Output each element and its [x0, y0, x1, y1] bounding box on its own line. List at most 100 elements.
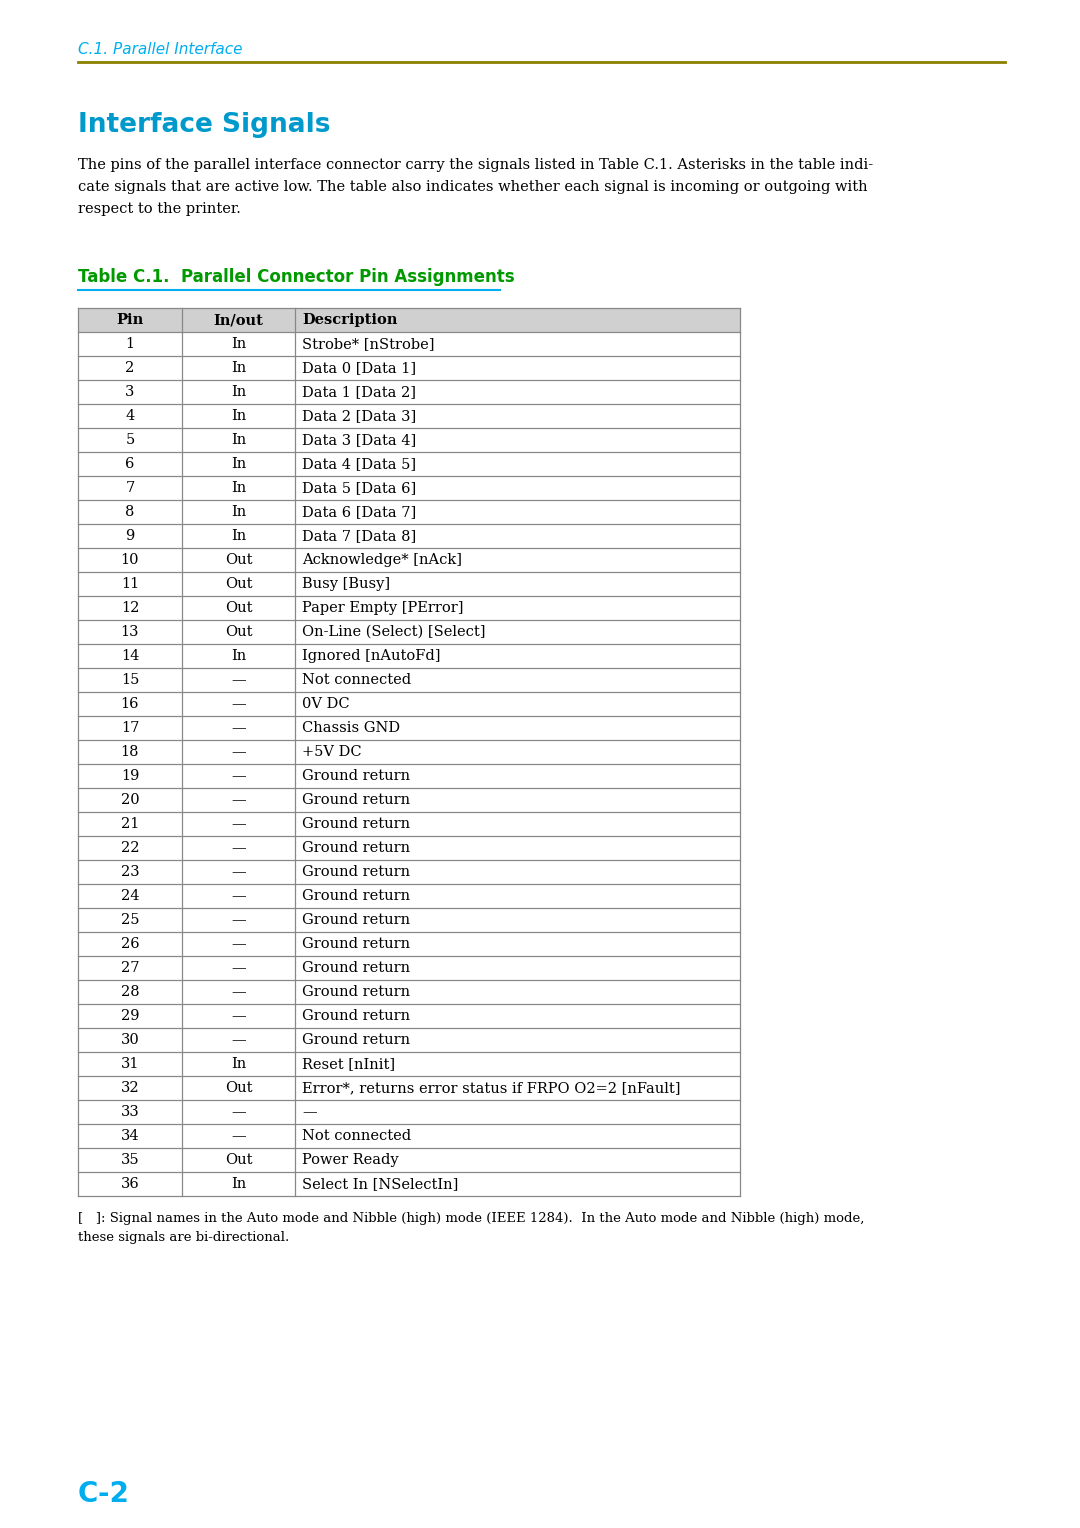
Text: —: —: [231, 840, 246, 856]
Bar: [78, 380, 740, 403]
Bar: [78, 643, 740, 668]
Bar: [78, 1172, 740, 1196]
Text: 16: 16: [121, 697, 139, 711]
Text: Data 5 [Data 6]: Data 5 [Data 6]: [302, 481, 416, 495]
Text: Out: Out: [225, 1080, 253, 1096]
Text: 31: 31: [121, 1057, 139, 1071]
Text: Ground return: Ground return: [302, 914, 410, 927]
Bar: [78, 524, 740, 549]
Text: —: —: [231, 1129, 246, 1143]
Bar: [78, 1004, 740, 1028]
Text: In/out: In/out: [214, 313, 264, 327]
Text: 35: 35: [121, 1154, 139, 1167]
Text: Ground return: Ground return: [302, 840, 410, 856]
Text: 1: 1: [125, 338, 135, 351]
Text: —: —: [231, 793, 246, 807]
Text: 18: 18: [121, 746, 139, 759]
Bar: [78, 428, 740, 452]
Text: 9: 9: [125, 529, 135, 542]
Text: In: In: [231, 1057, 246, 1071]
Text: 17: 17: [121, 721, 139, 735]
Text: 28: 28: [121, 986, 139, 999]
Text: —: —: [231, 1105, 246, 1118]
Text: 30: 30: [121, 1033, 139, 1047]
Bar: [78, 403, 740, 428]
Text: [   ]: Signal names in the Auto mode and Nibble (high) mode (IEEE 1284).  In the: [ ]: Signal names in the Auto mode and N…: [78, 1212, 864, 1225]
Text: In: In: [231, 1177, 246, 1190]
Text: +5V DC: +5V DC: [302, 746, 362, 759]
Text: 36: 36: [121, 1177, 139, 1190]
Text: 5: 5: [125, 432, 135, 448]
Text: Not connected: Not connected: [302, 672, 411, 688]
Text: Data 7 [Data 8]: Data 7 [Data 8]: [302, 529, 416, 542]
Text: 15: 15: [121, 672, 139, 688]
Text: In: In: [231, 385, 246, 399]
Text: Out: Out: [225, 625, 253, 639]
Bar: [78, 596, 740, 620]
Text: —: —: [231, 817, 246, 831]
Bar: [78, 979, 740, 1004]
Text: 0V DC: 0V DC: [302, 697, 350, 711]
Text: Description: Description: [302, 313, 397, 327]
Text: Table C.1.  Parallel Connector Pin Assignments: Table C.1. Parallel Connector Pin Assign…: [78, 267, 515, 286]
Text: 32: 32: [121, 1080, 139, 1096]
Text: Ground return: Ground return: [302, 1008, 410, 1024]
Text: —: —: [231, 721, 246, 735]
Bar: [78, 836, 740, 860]
Text: cate signals that are active low. The table also indicates whether each signal i: cate signals that are active low. The ta…: [78, 180, 867, 194]
Text: 21: 21: [121, 817, 139, 831]
Bar: [78, 860, 740, 885]
Text: In: In: [231, 457, 246, 471]
Text: Data 0 [Data 1]: Data 0 [Data 1]: [302, 361, 416, 374]
Text: 27: 27: [121, 961, 139, 975]
Text: 34: 34: [121, 1129, 139, 1143]
Text: Reset [nInit]: Reset [nInit]: [302, 1057, 395, 1071]
Bar: [78, 1028, 740, 1051]
Bar: [78, 885, 740, 908]
Text: The pins of the parallel interface connector carry the signals listed in Table C: The pins of the parallel interface conne…: [78, 157, 873, 173]
Bar: [78, 549, 740, 571]
Bar: [78, 932, 740, 957]
Text: 13: 13: [121, 625, 139, 639]
Text: 3: 3: [125, 385, 135, 399]
Text: —: —: [302, 1105, 316, 1118]
Bar: [78, 1100, 740, 1125]
Bar: [78, 309, 740, 332]
Text: In: In: [231, 432, 246, 448]
Bar: [78, 1051, 740, 1076]
Text: 8: 8: [125, 504, 135, 520]
Text: Strobe* [nStrobe]: Strobe* [nStrobe]: [302, 338, 434, 351]
Text: Out: Out: [225, 578, 253, 591]
Text: 11: 11: [121, 578, 139, 591]
Bar: [78, 1076, 740, 1100]
Text: 25: 25: [121, 914, 139, 927]
Bar: [78, 477, 740, 500]
Text: —: —: [231, 914, 246, 927]
Text: Ignored [nAutoFd]: Ignored [nAutoFd]: [302, 649, 441, 663]
Text: In: In: [231, 338, 246, 351]
Text: In: In: [231, 410, 246, 423]
Text: 7: 7: [125, 481, 135, 495]
Text: Ground return: Ground return: [302, 986, 410, 999]
Text: Select In [NSelectIn]: Select In [NSelectIn]: [302, 1177, 458, 1190]
Text: —: —: [231, 769, 246, 782]
Bar: [78, 356, 740, 380]
Text: 2: 2: [125, 361, 135, 374]
Bar: [78, 811, 740, 836]
Text: 33: 33: [121, 1105, 139, 1118]
Text: —: —: [231, 746, 246, 759]
Bar: [78, 500, 740, 524]
Bar: [78, 908, 740, 932]
Text: In: In: [231, 504, 246, 520]
Text: —: —: [231, 672, 246, 688]
Text: —: —: [231, 865, 246, 879]
Text: Power Ready: Power Ready: [302, 1154, 399, 1167]
Text: —: —: [231, 1033, 246, 1047]
Text: 22: 22: [121, 840, 139, 856]
Text: Ground return: Ground return: [302, 817, 410, 831]
Text: Ground return: Ground return: [302, 961, 410, 975]
Text: Interface Signals: Interface Signals: [78, 112, 330, 138]
Text: —: —: [231, 986, 246, 999]
Text: Ground return: Ground return: [302, 769, 410, 782]
Bar: [78, 332, 740, 356]
